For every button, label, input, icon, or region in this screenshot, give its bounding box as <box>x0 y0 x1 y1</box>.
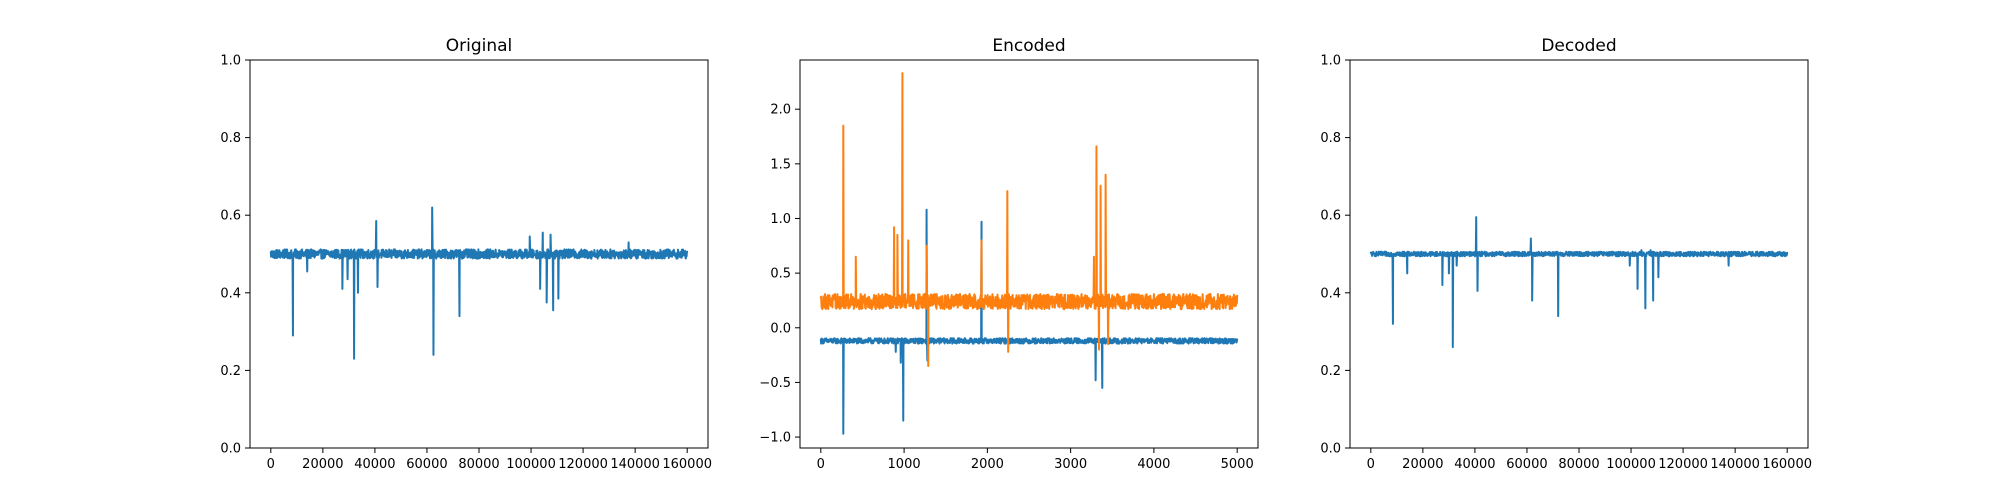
x-tick-label: 60000 <box>406 457 447 472</box>
y-tick-label: 0.0 <box>1320 442 1341 457</box>
y-tick-label: 0.2 <box>220 364 241 379</box>
x-tick-label: 1000 <box>888 457 921 472</box>
y-tick-label: 0.8 <box>1320 131 1341 146</box>
x-tick-label: 3000 <box>1054 457 1087 472</box>
x-tick-label: 40000 <box>1454 457 1495 472</box>
x-tick-label: 160000 <box>662 457 712 472</box>
y-tick-label: 0.6 <box>220 209 241 224</box>
x-tick-label: 140000 <box>1710 457 1760 472</box>
y-tick-label: 0.2 <box>1320 364 1341 379</box>
x-tick-label: 4000 <box>1137 457 1170 472</box>
x-tick-label: 5000 <box>1221 457 1254 472</box>
x-tick-label: 120000 <box>558 457 608 472</box>
x-tick-label: 0 <box>1367 457 1375 472</box>
y-tick-label: 0.5 <box>770 267 791 282</box>
series-line-1 <box>819 208 1239 435</box>
x-tick-label: 100000 <box>1606 457 1656 472</box>
series-line-2 <box>819 72 1239 368</box>
x-tick-label: 40000 <box>354 457 395 472</box>
plot-frame <box>799 59 1259 449</box>
y-tick-label: 0.0 <box>770 321 791 336</box>
chart-panel-2: 0 1000 2000 3000 4000 5000 −1.0 −0.5 0.0 0.5 1.0 1.… <box>759 36 1259 472</box>
x-tick-label: 160000 <box>1762 457 1812 472</box>
x-tick-label: 80000 <box>1558 457 1599 472</box>
x-tick-label: 20000 <box>302 457 343 472</box>
y-tick-label: 1.5 <box>770 157 791 172</box>
y-tick-label: 0.0 <box>220 442 241 457</box>
chart-panel-3: 0 20000 40000 60000 80000 100000 120000 140000 1… <box>1320 36 1812 472</box>
series-line-1 <box>1369 216 1789 349</box>
chart-title: Original <box>446 36 513 56</box>
x-tick-label: 2000 <box>971 457 1004 472</box>
y-tick-label: 1.0 <box>1320 54 1341 69</box>
x-tick-label: 140000 <box>610 457 660 472</box>
y-tick-label: −0.5 <box>759 376 791 391</box>
y-tick-label: 0.6 <box>1320 209 1341 224</box>
x-tick-label: 0 <box>817 457 825 472</box>
y-tick-label: −1.0 <box>759 431 791 446</box>
y-tick-label: 0.4 <box>220 286 241 301</box>
y-tick-label: 2.0 <box>770 103 791 118</box>
y-tick-label: 0.8 <box>220 131 241 146</box>
chart-title: Encoded <box>992 36 1065 56</box>
x-tick-label: 0 <box>267 457 275 472</box>
series-line-1 <box>269 206 689 360</box>
y-tick-label: 1.0 <box>770 212 791 227</box>
y-tick-label: 1.0 <box>220 54 241 69</box>
x-tick-label: 20000 <box>1402 457 1443 472</box>
chart-panel-1: 0 20000 40000 60000 80000 100000 120000 140000 1… <box>220 36 712 472</box>
x-tick-label: 60000 <box>1506 457 1547 472</box>
x-tick-label: 120000 <box>1658 457 1708 472</box>
x-tick-label: 100000 <box>506 457 556 472</box>
y-tick-label: 0.4 <box>1320 286 1341 301</box>
chart-title: Decoded <box>1541 36 1616 56</box>
x-tick-label: 80000 <box>458 457 499 472</box>
